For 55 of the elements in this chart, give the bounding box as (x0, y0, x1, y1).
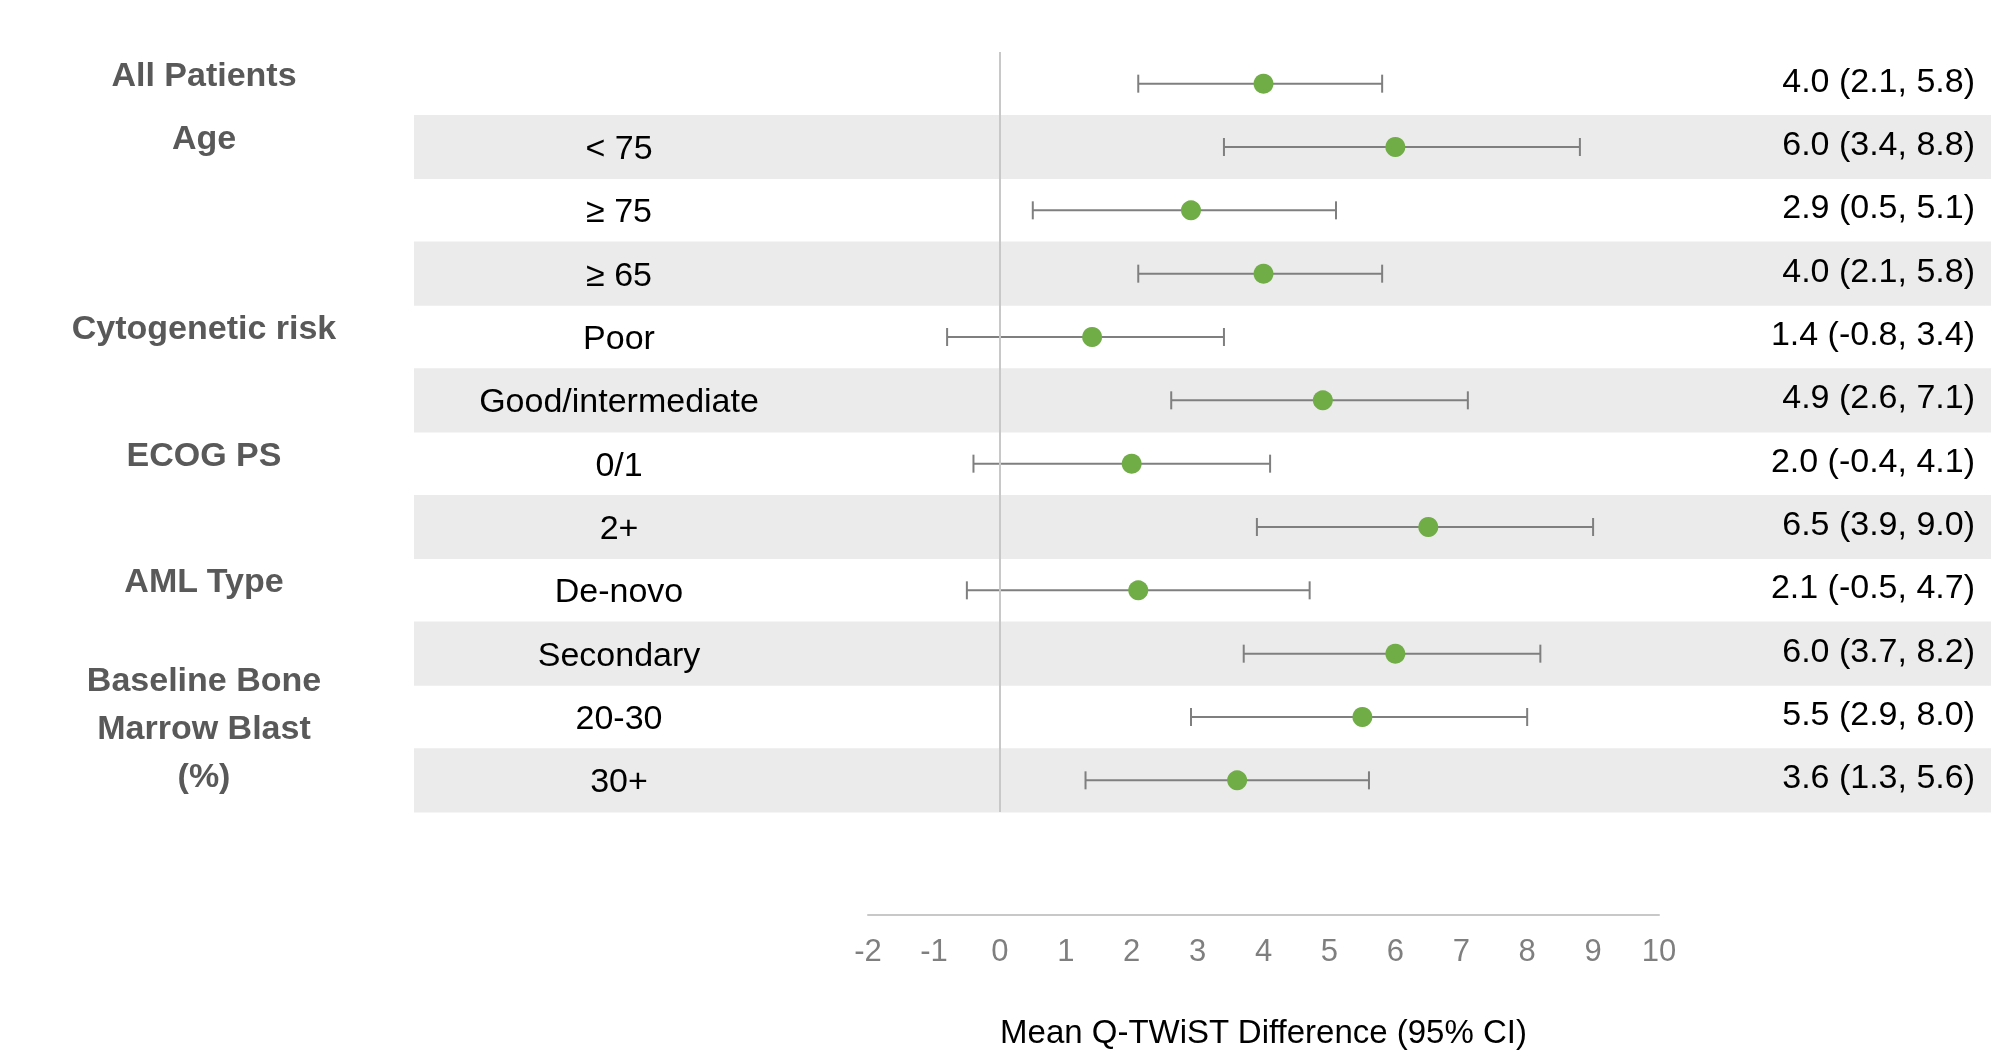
data-label: 2.1 (-0.5, 4.7) (1770, 567, 1975, 606)
y-tick-label: 30+ (590, 761, 648, 800)
text: ECOG PS (126, 434, 282, 473)
y-tick-label: ≥ 65 (586, 254, 652, 293)
point (1128, 580, 1149, 601)
x-tick-label: 7 (1452, 933, 1470, 968)
text: Cytogenetic risk (71, 308, 337, 346)
point (1385, 643, 1406, 664)
y-tick-label: De-novo (554, 571, 684, 610)
x-axis-title: Mean Q-TWiST Difference (95% CI) (1000, 1013, 1527, 1050)
data-label: 2.0 (-0.4, 4.1) (1770, 440, 1975, 479)
data-label: 4.0 (2.1, 5.8) (1782, 60, 1975, 99)
x-tick-label: 2 (1123, 933, 1141, 968)
data-label: 2.9 (0.5, 5.1) (1782, 187, 1975, 226)
point (1121, 453, 1142, 474)
y-tick-label: 20-30 (575, 698, 663, 736)
data-label: 3.6 (1.3, 5.6) (1782, 757, 1975, 796)
y-tick-label: 0/1 (595, 444, 643, 483)
text: Age (171, 118, 237, 156)
text: AML Type (124, 561, 284, 600)
point (1418, 517, 1439, 537)
x-tick-label: 0 (991, 933, 1009, 968)
x-tick-label: 5 (1320, 933, 1339, 968)
y-tick-label: Good/intermediate (479, 381, 759, 420)
x-tick-label: 6 (1386, 933, 1404, 968)
data-label: 4.9 (2.6, 7.1) (1782, 377, 1975, 416)
x-tick-label: 9 (1584, 933, 1602, 968)
x-tick-label: -2 (854, 933, 882, 968)
point (1082, 327, 1103, 347)
y-tick-label: Secondary (537, 634, 701, 673)
y-tick-label: 2+ (599, 508, 639, 546)
data-label: 4.0 (2.1, 5.8) (1782, 250, 1975, 289)
point (1181, 200, 1201, 221)
x-tick-label: 4 (1254, 933, 1273, 968)
x-tick-label: -1 (920, 933, 948, 968)
data-label: 5.5 (2.9, 8.0) (1782, 694, 1975, 732)
y-tick-label: Poor (583, 318, 655, 356)
data-label: 6.0 (3.4, 8.8) (1782, 124, 1975, 162)
x-tick-label: 10 (1641, 933, 1677, 968)
x-tick-label: 1 (1057, 933, 1075, 968)
text: All Patients (111, 54, 297, 93)
data-label: 6.5 (3.9, 9.0) (1782, 504, 1975, 542)
point (1352, 707, 1373, 727)
point (1227, 770, 1248, 791)
point (1312, 390, 1333, 411)
point (1385, 137, 1406, 157)
data-label: 1.4 (-0.8, 3.4) (1770, 314, 1975, 352)
x-tick-label: 3 (1188, 933, 1207, 968)
data-label: 6.0 (3.7, 8.2) (1782, 630, 1975, 669)
point (1253, 263, 1274, 284)
point (1253, 73, 1274, 94)
y-tick-label: ≥ 75 (586, 191, 652, 230)
text: Baseline Bone Marrow Blast (%) (86, 660, 322, 794)
x-tick-label: 8 (1518, 933, 1536, 968)
y-tick-label: < 75 (585, 128, 653, 166)
